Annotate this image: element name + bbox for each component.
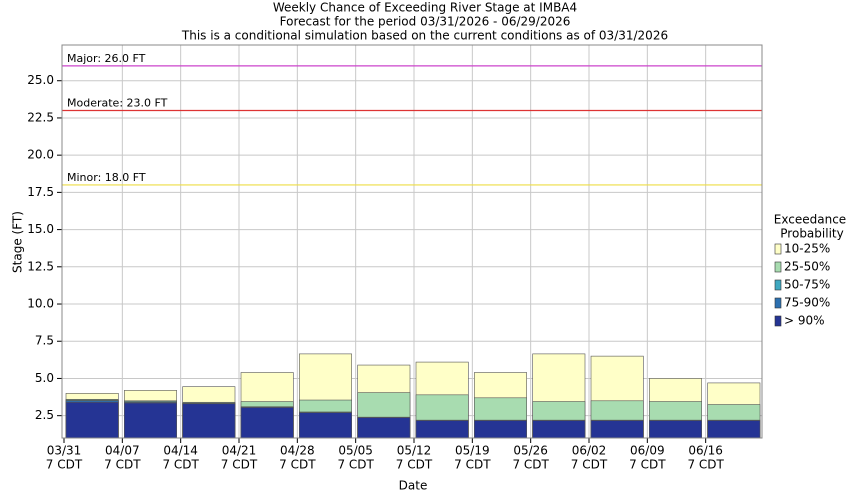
x-tick-label: 03/31 bbox=[47, 444, 82, 458]
bar bbox=[357, 417, 411, 439]
x-tick-label: 05/05 bbox=[338, 444, 373, 458]
x-tick-label: 05/12 bbox=[397, 444, 432, 458]
bar bbox=[649, 420, 702, 439]
y-tick-label: 22.5 bbox=[27, 110, 54, 124]
x-tick-time: 7 CDT bbox=[629, 458, 666, 472]
x-tick-label: 06/02 bbox=[572, 444, 607, 458]
x-tick-label: 05/19 bbox=[455, 444, 490, 458]
x-tick-time: 7 CDT bbox=[104, 458, 141, 472]
x-tick-time: 7 CDT bbox=[162, 458, 199, 472]
x-tick-time: 7 CDT bbox=[512, 458, 549, 472]
threshold-label: Minor: 18.0 FT bbox=[67, 171, 146, 184]
y-tick-label: 7.5 bbox=[35, 334, 54, 348]
legend-label: 10-25% bbox=[784, 242, 830, 256]
y-tick-label: 5.0 bbox=[35, 371, 54, 385]
y-axis-label: Stage (FT) bbox=[11, 211, 25, 273]
x-tick-label: 04/28 bbox=[280, 444, 315, 458]
legend-label: 25-50% bbox=[784, 260, 830, 274]
chart-title: Weekly Chance of Exceeding River Stage a… bbox=[273, 1, 577, 15]
x-tick-time: 7 CDT bbox=[454, 458, 491, 472]
x-tick-label: 06/16 bbox=[688, 444, 723, 458]
x-tick-time: 7 CDT bbox=[571, 458, 608, 472]
chart-subtitle: Forecast for the period 03/31/2026 - 06/… bbox=[280, 15, 571, 29]
y-tick-label: 10.0 bbox=[27, 297, 54, 311]
bar bbox=[474, 420, 527, 439]
legend-label: 50-75% bbox=[784, 278, 830, 292]
legend-swatch bbox=[774, 261, 782, 273]
bar bbox=[182, 403, 236, 439]
x-tick-time: 7 CDT bbox=[221, 458, 258, 472]
x-tick-time: 7 CDT bbox=[687, 458, 724, 472]
legend-label: 75-90% bbox=[784, 296, 830, 310]
legend-swatch bbox=[774, 315, 782, 327]
x-tick-label: 04/14 bbox=[163, 444, 198, 458]
y-tick-label: 25.0 bbox=[27, 73, 54, 87]
y-tick-label: 12.5 bbox=[27, 259, 54, 273]
legend-title: Exceedance bbox=[774, 213, 846, 227]
x-tick-label: 06/09 bbox=[630, 444, 665, 458]
bar bbox=[707, 420, 761, 439]
legend-swatch bbox=[774, 297, 782, 309]
x-tick-time: 7 CDT bbox=[337, 458, 374, 472]
x-tick-time: 7 CDT bbox=[46, 458, 83, 472]
bar bbox=[65, 401, 119, 439]
x-tick-time: 7 CDT bbox=[279, 458, 316, 472]
bar bbox=[415, 420, 469, 439]
chart-note: This is a conditional simulation based o… bbox=[181, 29, 668, 43]
bar bbox=[299, 412, 352, 439]
threshold-label: Major: 26.0 FT bbox=[67, 52, 146, 65]
y-tick-label: 17.5 bbox=[27, 185, 54, 199]
x-tick-label: 04/21 bbox=[222, 444, 257, 458]
x-tick-label: 04/07 bbox=[105, 444, 140, 458]
bar bbox=[590, 420, 644, 439]
plot-frame bbox=[61, 44, 763, 439]
x-axis-label: Date bbox=[399, 479, 428, 493]
x-tick-label: 05/26 bbox=[513, 444, 548, 458]
y-tick-label: 2.5 bbox=[35, 408, 54, 422]
threshold-label: Moderate: 23.0 FT bbox=[67, 97, 168, 110]
legend-swatch bbox=[774, 279, 782, 291]
x-tick-time: 7 CDT bbox=[396, 458, 433, 472]
bar bbox=[124, 402, 177, 439]
y-tick-label: 20.0 bbox=[27, 148, 54, 162]
legend-swatch bbox=[774, 243, 782, 255]
y-tick-label: 15.0 bbox=[27, 222, 54, 236]
legend-title: Probability bbox=[780, 227, 843, 241]
legend-label: > 90% bbox=[784, 314, 825, 328]
bar bbox=[240, 407, 294, 439]
bar bbox=[532, 420, 586, 439]
